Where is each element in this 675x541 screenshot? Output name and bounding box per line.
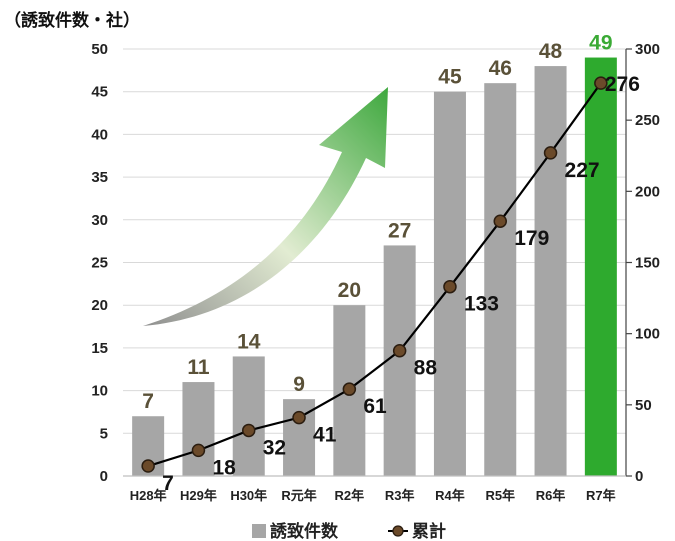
- cumulative-value-label: 41: [313, 424, 337, 447]
- y-right-tick-label: 200: [635, 183, 660, 200]
- cumulative-line: [147, 82, 602, 468]
- x-tick-label: R元年: [281, 488, 316, 503]
- legend-label-line: 累計: [412, 521, 446, 541]
- bar: [383, 245, 416, 476]
- cumulative-marker: [292, 410, 306, 425]
- y-right-tick-label: 100: [635, 326, 660, 343]
- cumulative-value-label: 7: [162, 472, 174, 495]
- cumulative-value-label: 227: [565, 159, 600, 182]
- y-left-tick-label: 35: [91, 169, 108, 186]
- bar-value-label: 9: [293, 373, 305, 396]
- cumulative-value-label: 133: [464, 293, 499, 316]
- bar-value-label: 27: [388, 219, 411, 242]
- y-right-tick-label: 250: [635, 112, 660, 129]
- unit-label: （誘致件数・社）: [4, 10, 140, 30]
- bar-value-label: 45: [438, 66, 462, 89]
- x-tick-label: R2年: [335, 488, 365, 503]
- cumulative-marker: [392, 343, 407, 358]
- axes: 0 5 10 15 20 25 30 35 40 45 50 0 50 100 150 200 250 300 H2…: [91, 41, 660, 503]
- y-left-tick-label: 25: [91, 255, 108, 272]
- bar: [534, 66, 567, 476]
- cumulative-value-label: 61: [363, 395, 387, 418]
- trend-arrow-icon: [143, 87, 388, 326]
- cumulative-value-label: 32: [263, 436, 286, 459]
- legend-label-bar: 誘致件数: [270, 521, 339, 541]
- cumulative-value-label: 179: [514, 227, 549, 250]
- y-right-tick-label: 150: [635, 255, 660, 272]
- y-right-tick-label: 0: [635, 468, 643, 485]
- cumulative-marker: [443, 279, 457, 294]
- y-left-tick-label: 50: [91, 41, 108, 58]
- y-left-tick-label: 15: [91, 340, 108, 357]
- x-tick-label: R4年: [435, 488, 465, 503]
- bar-value-label: 11: [187, 356, 210, 379]
- y-left-tick-label: 40: [91, 126, 108, 143]
- legend: 誘致件数 累計: [252, 521, 446, 541]
- x-tick-label: H30年: [230, 488, 267, 503]
- cumulative-marker: [543, 146, 558, 160]
- cumulative-marker: [141, 459, 155, 473]
- y-right-tick-label: 300: [635, 41, 660, 58]
- bar-value-label: 14: [237, 330, 261, 353]
- cumulative-value-label: 276: [605, 73, 640, 96]
- cumulative-marker: [242, 423, 256, 438]
- legend-marker-icon: [392, 525, 404, 537]
- y-right-tick-label: 50: [635, 397, 652, 414]
- x-tick-label: R3年: [385, 488, 415, 503]
- cumulative-marker: [191, 443, 206, 458]
- x-tick-label: H29年: [180, 488, 217, 503]
- y-left-tick-label: 30: [91, 212, 108, 229]
- y-left-tick-label: 20: [91, 297, 108, 314]
- x-tick-label: H28年: [130, 488, 167, 503]
- y-left-tick-label: 0: [100, 468, 108, 485]
- cumulative-marker: [594, 76, 608, 90]
- bar-value-label: 7: [142, 390, 154, 413]
- y-left-tick-label: 5: [100, 425, 108, 442]
- legend-swatch-bar: [252, 524, 266, 538]
- x-tick-label: R6年: [536, 488, 566, 503]
- bar-value-label: 46: [489, 57, 512, 80]
- x-tick-label: R5年: [485, 488, 515, 503]
- bar-value-label: 49: [589, 32, 612, 55]
- bar-value-label: 20: [338, 279, 361, 302]
- bar: [484, 83, 517, 476]
- bar-value-label: 48: [539, 40, 563, 63]
- bar: [182, 382, 215, 476]
- cumulative-value-label: 18: [212, 456, 236, 479]
- bar: [584, 57, 617, 476]
- y-left-tick-label: 10: [91, 383, 108, 400]
- y-left-tick-label: 45: [91, 84, 108, 101]
- bar: [232, 356, 265, 476]
- cumulative-marker: [342, 382, 357, 396]
- x-tick-label: R7年: [586, 488, 616, 503]
- cumulative-value-label: 88: [414, 357, 438, 380]
- cumulative-marker: [493, 214, 507, 228]
